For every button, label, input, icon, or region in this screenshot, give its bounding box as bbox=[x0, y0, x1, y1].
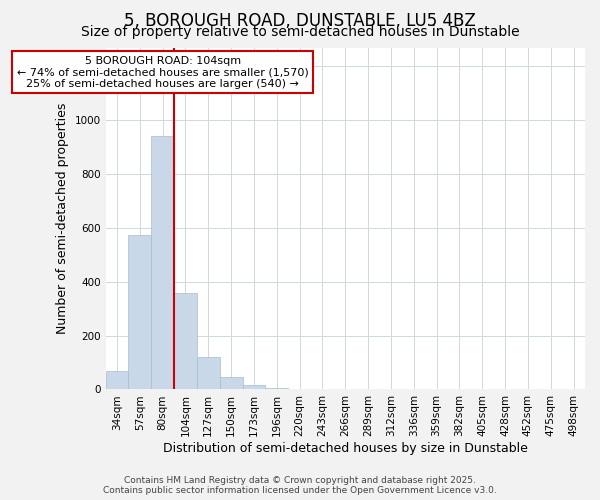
Text: Contains HM Land Registry data © Crown copyright and database right 2025.
Contai: Contains HM Land Registry data © Crown c… bbox=[103, 476, 497, 495]
Bar bbox=[197, 357, 220, 390]
Bar bbox=[106, 370, 128, 390]
Bar bbox=[220, 378, 242, 390]
Bar bbox=[151, 136, 174, 390]
Bar bbox=[288, 389, 311, 390]
Y-axis label: Number of semi-detached properties: Number of semi-detached properties bbox=[56, 103, 69, 334]
Bar bbox=[265, 388, 288, 390]
Bar bbox=[174, 292, 197, 390]
Text: 5, BOROUGH ROAD, DUNSTABLE, LU5 4BZ: 5, BOROUGH ROAD, DUNSTABLE, LU5 4BZ bbox=[124, 12, 476, 30]
Text: Size of property relative to semi-detached houses in Dunstable: Size of property relative to semi-detach… bbox=[80, 25, 520, 39]
Text: 5 BOROUGH ROAD: 104sqm
← 74% of semi-detached houses are smaller (1,570)
25% of : 5 BOROUGH ROAD: 104sqm ← 74% of semi-det… bbox=[17, 56, 308, 89]
Bar bbox=[242, 386, 265, 390]
X-axis label: Distribution of semi-detached houses by size in Dunstable: Distribution of semi-detached houses by … bbox=[163, 442, 527, 455]
Bar bbox=[128, 234, 151, 390]
